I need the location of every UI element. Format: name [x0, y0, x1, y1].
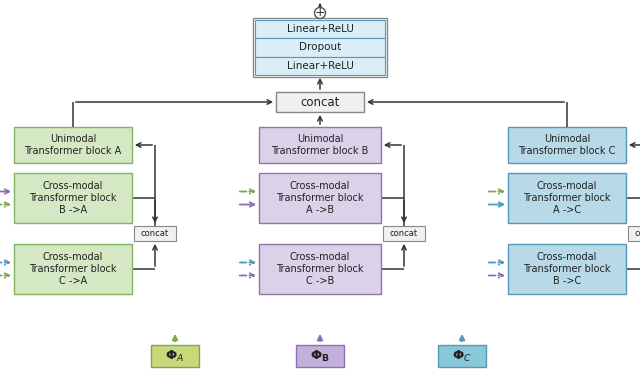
- FancyBboxPatch shape: [383, 226, 425, 241]
- Text: Unimodal
Transformer block B: Unimodal Transformer block B: [271, 134, 369, 156]
- Circle shape: [314, 8, 326, 19]
- Text: +: +: [315, 6, 325, 19]
- Text: $\mathbf{\Phi}_{\mathbf{B}}$: $\mathbf{\Phi}_{\mathbf{B}}$: [310, 348, 330, 364]
- FancyBboxPatch shape: [508, 244, 626, 294]
- Text: concat: concat: [390, 229, 418, 238]
- FancyBboxPatch shape: [259, 127, 381, 163]
- Text: Cross-modal
Transformer block
A ->B: Cross-modal Transformer block A ->B: [276, 181, 364, 215]
- FancyBboxPatch shape: [151, 345, 199, 367]
- Text: Cross-modal
Transformer block
B ->C: Cross-modal Transformer block B ->C: [524, 252, 611, 286]
- FancyBboxPatch shape: [255, 57, 385, 75]
- FancyBboxPatch shape: [508, 127, 626, 163]
- FancyBboxPatch shape: [628, 226, 640, 241]
- Text: $\mathbf{\Phi}_A$: $\mathbf{\Phi}_A$: [166, 348, 184, 364]
- FancyBboxPatch shape: [296, 345, 344, 367]
- FancyBboxPatch shape: [255, 20, 385, 38]
- FancyBboxPatch shape: [134, 226, 176, 241]
- FancyBboxPatch shape: [14, 127, 132, 163]
- FancyBboxPatch shape: [508, 173, 626, 223]
- FancyBboxPatch shape: [276, 92, 364, 112]
- FancyBboxPatch shape: [255, 38, 385, 57]
- Text: Dropout: Dropout: [299, 43, 341, 52]
- Text: Cross-modal
Transformer block
A ->C: Cross-modal Transformer block A ->C: [524, 181, 611, 215]
- Text: concat: concat: [141, 229, 169, 238]
- Text: Unimodal
Transformer block A: Unimodal Transformer block A: [24, 134, 122, 156]
- Text: Linear+ReLU: Linear+ReLU: [287, 24, 353, 34]
- Text: Cross-modal
Transformer block
C ->A: Cross-modal Transformer block C ->A: [29, 252, 116, 286]
- FancyBboxPatch shape: [14, 173, 132, 223]
- Text: Unimodal
Transformer block C: Unimodal Transformer block C: [518, 134, 616, 156]
- Text: concat: concat: [300, 95, 340, 109]
- FancyBboxPatch shape: [14, 244, 132, 294]
- Text: $\mathbf{\Phi}_C$: $\mathbf{\Phi}_C$: [452, 348, 472, 364]
- Text: Cross-modal
Transformer block
C ->B: Cross-modal Transformer block C ->B: [276, 252, 364, 286]
- FancyBboxPatch shape: [438, 345, 486, 367]
- FancyBboxPatch shape: [253, 18, 387, 77]
- Text: concat: concat: [635, 229, 640, 238]
- Text: Cross-modal
Transformer block
B ->A: Cross-modal Transformer block B ->A: [29, 181, 116, 215]
- FancyBboxPatch shape: [259, 173, 381, 223]
- Text: Linear+ReLU: Linear+ReLU: [287, 61, 353, 71]
- FancyBboxPatch shape: [259, 244, 381, 294]
